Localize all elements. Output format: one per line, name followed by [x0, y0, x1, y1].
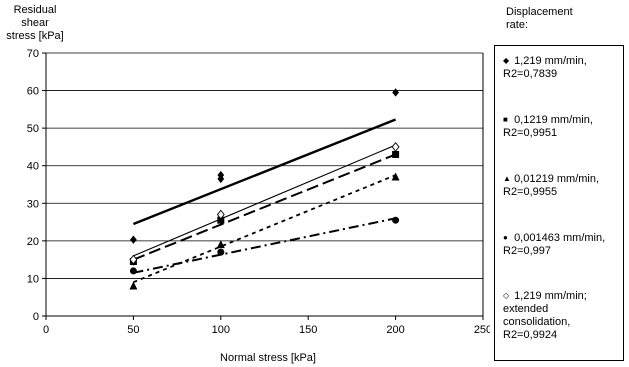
open-diamond-point [391, 142, 400, 152]
triangle-point [391, 172, 400, 181]
x-tick-label: 150 [299, 324, 317, 336]
diamond-point [130, 235, 137, 244]
legend-item: ● 0,001463 mm/min, R2=0,997 [503, 231, 621, 258]
y-axis-label-line1: Residual shear [13, 4, 57, 29]
trendline [132, 118, 397, 226]
diamond-marker-icon: ◆ [503, 56, 510, 65]
trendline [133, 153, 396, 261]
square-marker-icon: ■ [503, 115, 508, 124]
legend-item-label: 1,219 mm/min; extended consolidation, R2… [503, 290, 587, 341]
trendlines [132, 118, 397, 284]
legend-title: Displacement rate: [506, 6, 626, 32]
legend-item-label: 0,1219 mm/min, R2=0,9951 [503, 114, 593, 139]
trendline [133, 174, 396, 284]
grid [46, 52, 483, 279]
legend-item: ▲ 0,01219 mm/min, R2=0,9955 [503, 172, 621, 199]
y-axis-label-line2: stress [kPa] [6, 30, 64, 42]
triangle-point [129, 281, 138, 290]
square-point [392, 150, 400, 158]
y-tick-label: 0 [33, 311, 39, 323]
y-tick-label: 60 [27, 86, 39, 98]
axes [42, 52, 484, 320]
legend-item-label: 1,219 mm/min, R2=0,7839 [503, 55, 587, 80]
legend: ◆ 1,219 mm/min, R2=0,7839 ■ 0,1219 mm/mi… [494, 45, 624, 361]
legend-item-label: 0,001463 mm/min, R2=0,997 [503, 232, 606, 257]
y-tick-label: 40 [27, 161, 39, 173]
x-tick-label: 200 [386, 324, 404, 336]
open-diamond-point [216, 209, 225, 220]
triangle-marker-icon: ▲ [503, 174, 511, 183]
y-tick-label: 10 [27, 273, 39, 285]
y-axis-label: Residual shear stress [kPa] [0, 4, 70, 43]
x-tick-label: 250 [474, 324, 490, 336]
diamond-point [217, 174, 225, 184]
open-diamond-marker-icon: ◇ [503, 291, 510, 300]
x-axis-label: Normal stress [kPa] [220, 352, 316, 364]
y-tick-label: 20 [27, 236, 39, 248]
legend-item-label: 0,01219 mm/min, R2=0,9955 [503, 173, 600, 198]
open-diamond-point [129, 254, 138, 265]
square-point [217, 216, 225, 224]
circle-marker-icon: ● [503, 233, 508, 242]
legend-title-line2: rate: [506, 19, 529, 31]
x-tick-label: 50 [127, 324, 139, 336]
legend-item: ◆ 1,219 mm/min, R2=0,7839 [503, 54, 621, 81]
y-tick-label: 30 [27, 198, 39, 210]
legend-title-line1: Displacement [506, 6, 573, 18]
x-tick-label: 0 [43, 324, 49, 336]
trendline [133, 217, 396, 274]
y-tick-label: 70 [27, 48, 39, 60]
triangle-point [216, 240, 225, 249]
data-points [129, 88, 400, 290]
circle-point [392, 216, 400, 224]
circle-point [217, 248, 225, 256]
circle-point [129, 267, 137, 275]
y-tick-label: 50 [27, 123, 39, 135]
x-tick-label: 100 [212, 324, 230, 336]
legend-item: ■ 0,1219 mm/min, R2=0,9951 [503, 113, 621, 140]
trendline [133, 144, 396, 257]
tick-labels: 0 10 20 30 40 50 60 70 0 50 100 150 200 250 [27, 48, 490, 336]
diamond-point [392, 88, 399, 97]
chart-plot: 0 10 20 30 40 50 60 70 0 50 100 150 200 250 Normal st… [27, 48, 490, 364]
legend-item: ◇ 1,219 mm/min; extended consolidation, … [503, 289, 621, 342]
